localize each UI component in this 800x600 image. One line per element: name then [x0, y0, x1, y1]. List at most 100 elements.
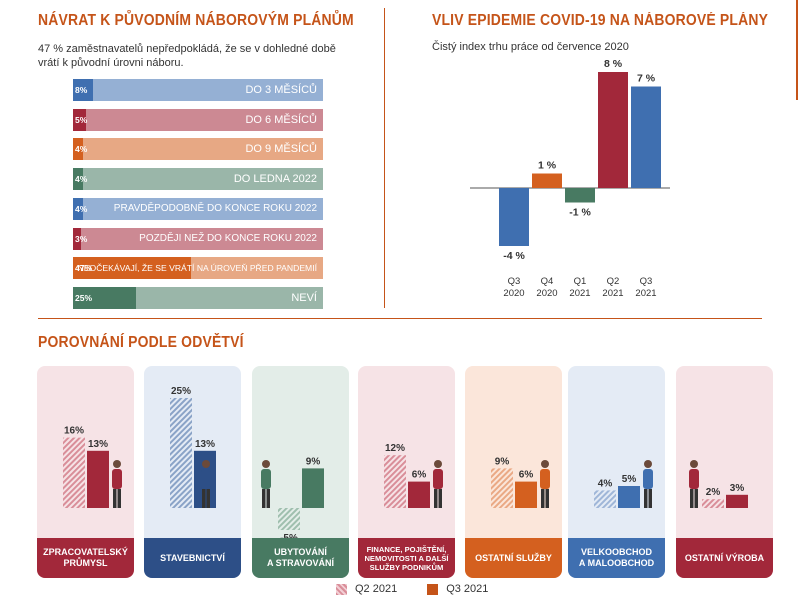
- return-plan-bar: [73, 197, 83, 220]
- return-plan-bar: [73, 138, 83, 161]
- covid-tick-label: 2021: [602, 288, 623, 299]
- person-icon: [689, 460, 699, 508]
- sector-bars: -5% 9%: [261, 456, 324, 538]
- sector-bars: 12% 6%: [384, 443, 443, 508]
- left-panel-title: NÁVRAT K PŮVODNÍM NÁBOROVÝM PLÁNŮM: [38, 12, 354, 29]
- covid-bar: [499, 188, 529, 246]
- covid-bar-value: -1 %: [569, 207, 591, 219]
- person-icon: [201, 460, 211, 508]
- covid-tick-label: Q4: [541, 276, 554, 287]
- covid-tick-label: Q3: [640, 276, 653, 287]
- sector-bar-q3: [726, 494, 748, 508]
- sector-bar-q2: [170, 398, 192, 508]
- sector-value-q2: 2%: [706, 487, 721, 498]
- sector-value-q2: -5%: [280, 533, 298, 538]
- sector-bar-q2: [63, 437, 85, 508]
- sector-label-line: ZPRACOVATELSKÝ: [43, 547, 128, 557]
- return-plan-row: 3% POZDĚJI NEŽ DO KONCE ROKU 2022: [73, 227, 323, 250]
- sector-bar-q3: [515, 481, 537, 508]
- sector-label: ZPRACOVATELSKÝ PRŮMYSL: [37, 538, 134, 578]
- legend-label-q2: Q2 2021: [355, 583, 398, 595]
- legend-swatch-q3: [427, 583, 439, 595]
- return-plan-row: 5% DO 6 MĚSÍCŮ: [73, 108, 323, 131]
- sector-label-line: STAVEBNICTVÍ: [160, 552, 225, 563]
- sector-bar-q2: [702, 499, 724, 508]
- sector-bars: 25% 13%: [170, 386, 216, 508]
- sector-bars: 2% 3%: [689, 460, 748, 508]
- return-plan-row: 8% DO 3 MĚSÍCŮ: [73, 79, 323, 101]
- sector-bar-q3: [87, 450, 109, 508]
- sector-card: 16% 13% ZPRACOVATELSKÝ PRŮMYSL: [37, 366, 134, 578]
- sector-value-q2: 4%: [598, 478, 613, 489]
- sector-label: OSTATNÍ VÝROBA: [676, 538, 773, 578]
- return-plan-label: DO 6 MĚSÍCŮ: [245, 113, 317, 126]
- legend-label-q3: Q3 2021: [446, 583, 489, 595]
- covid-bar-value: 7 %: [637, 73, 656, 85]
- bottom-panel-title: POROVNÁNÍ PODLE ODVĚTVÍ: [38, 334, 244, 351]
- covid-tick-label: 2020: [536, 288, 557, 299]
- return-plan-label: DO LEDNA 2022: [233, 173, 317, 186]
- return-plan-value: 4%: [75, 203, 88, 214]
- covid-bar-value: -4 %: [503, 250, 525, 262]
- sector-label: OSTATNÍ SLUŽBY: [465, 538, 562, 578]
- legend-swatch-q2: [336, 583, 347, 595]
- covid-tick-label: 2020: [503, 288, 524, 299]
- sector-label: STAVEBNICTVÍ: [144, 538, 241, 578]
- return-plan-label: NEOČEKÁVAJÍ, ŽE SE VRÁTÍ NA ÚROVEŇ PŘED …: [77, 263, 317, 274]
- sector-label-line: A MALOOBCHOD: [578, 558, 655, 568]
- return-plan-bar: [73, 79, 93, 101]
- sector-value-q3: 6%: [519, 470, 534, 481]
- sector-label-line: VELKOOBCHOD: [580, 547, 652, 557]
- right-panel-title: VLIV EPIDEMIE COVID-19 NA NÁBOROVÉ PLÁNY: [432, 12, 769, 29]
- sector-bars: 16% 13%: [63, 426, 122, 508]
- person-icon: [433, 460, 443, 508]
- person-icon: [540, 460, 550, 508]
- return-plan-label: POZDĚJI NEŽ DO KONCE ROKU 2022: [139, 232, 317, 244]
- covid-tick-label: 2021: [635, 288, 656, 299]
- sector-value-q3: 5%: [622, 474, 637, 485]
- return-plan-bar: [73, 108, 86, 131]
- return-plan-label: DO 3 MĚSÍCŮ: [245, 84, 317, 96]
- sector-label-line: FINANCE, POJIŠTĚNÍ,: [366, 544, 447, 554]
- sector-value-q2: 9%: [495, 456, 510, 467]
- sector-value-q2: 16%: [64, 426, 84, 437]
- sector-bar-q2: [491, 468, 513, 508]
- return-plan-value: 8%: [75, 85, 88, 95]
- sector-value-q3: 13%: [195, 439, 215, 450]
- return-plan-value: 47%: [75, 263, 93, 274]
- covid-tick-label: Q3: [508, 276, 521, 287]
- sector-value-q3: 3%: [730, 483, 745, 494]
- sector-label: UBYTOVÁNÍ A STRAVOVÁNÍ: [252, 538, 349, 578]
- sector-bar-q2: [278, 508, 300, 530]
- sector-value-q3: 6%: [412, 470, 427, 481]
- return-plan-label: PRAVDĚPODOBNĚ DO KONCE ROKU 2022: [113, 202, 317, 214]
- right-edge-mark: [796, 0, 798, 100]
- return-plan-row: 47% NEOČEKÁVAJÍ, ŽE SE VRÁTÍ NA ÚROVEŇ PŘ…: [73, 257, 323, 280]
- sector-bar-q3: [618, 486, 640, 508]
- return-plan-label: NEVÍ: [291, 291, 317, 304]
- sector-label-line: A STRAVOVÁNÍ: [266, 558, 334, 568]
- sector-bars: 4% 5%: [594, 460, 653, 508]
- sector-label-line: NEMOVITOSTI A DALŠÍ: [364, 553, 449, 563]
- return-plan-row: 25% NEVÍ: [73, 286, 323, 309]
- sector-card: 2% 3% OSTATNÍ VÝROBA: [676, 366, 773, 578]
- return-plan-bar: [73, 168, 83, 191]
- return-plan-row: 4% DO LEDNA 2022: [73, 168, 323, 191]
- return-plan-value: 5%: [75, 114, 88, 125]
- covid-tick-label: Q1: [574, 276, 587, 287]
- return-plan-label: DO 9 MĚSÍCŮ: [245, 143, 317, 156]
- sector-bar-q3: [408, 481, 430, 508]
- return-plan-value: 3%: [75, 233, 88, 244]
- sector-bar-q3: [302, 468, 324, 508]
- sector-bar-q2: [594, 490, 616, 508]
- sector-label-line: OSTATNÍ SLUŽBY: [475, 552, 552, 563]
- sector-bars: 9% 6%: [491, 456, 550, 508]
- sector-card: 4% 5% VELKOOBCHOD A MALOOBCHOD: [568, 366, 665, 578]
- sector-label: FINANCE, POJIŠTĚNÍ, NEMOVITOSTI A DALŠÍ SL…: [358, 538, 455, 578]
- person-icon: [643, 460, 653, 508]
- return-plan-value: 4%: [75, 174, 88, 185]
- legend: Q2 2021 Q3 2021: [336, 583, 488, 595]
- covid-bar-value: 8 %: [604, 60, 623, 70]
